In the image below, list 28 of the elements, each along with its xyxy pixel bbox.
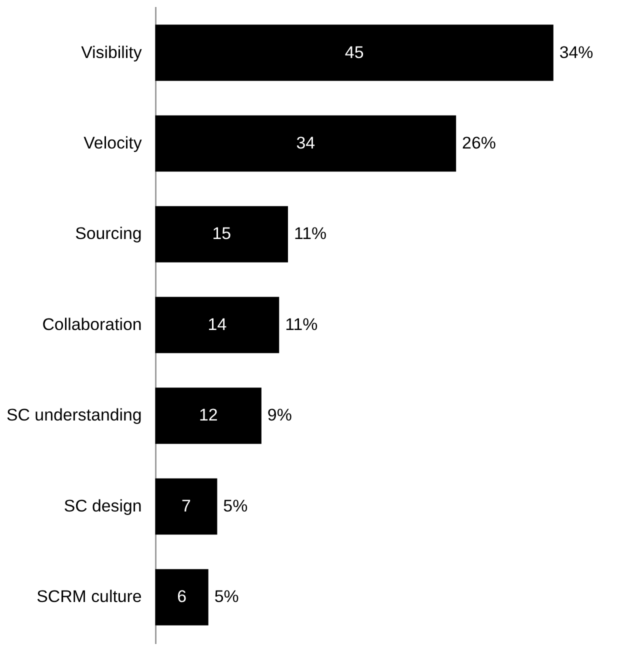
bar bbox=[155, 296, 280, 354]
y-tick-label: SC understanding bbox=[6, 406, 142, 425]
annotation: 11% bbox=[294, 224, 327, 244]
bar bbox=[155, 115, 456, 172]
annotation: 5% bbox=[214, 587, 239, 606]
y-tick-label: Sourcing bbox=[75, 224, 142, 244]
annotation: 5% bbox=[223, 496, 248, 516]
bar bbox=[155, 478, 218, 535]
bar bbox=[155, 388, 262, 444]
bar bbox=[155, 569, 208, 626]
data-label: 45 bbox=[344, 42, 364, 62]
data-label: 34 bbox=[296, 133, 316, 152]
y-tick-label: SC design bbox=[64, 496, 142, 516]
data-label: 6 bbox=[177, 587, 187, 606]
annotation: 9% bbox=[267, 406, 292, 425]
bar bbox=[155, 24, 554, 81]
annotation: 34% bbox=[559, 42, 594, 62]
y-tick-label: Velocity bbox=[84, 133, 142, 152]
y-tick-label: Visibility bbox=[81, 42, 142, 62]
annotation: 11% bbox=[285, 314, 318, 334]
data-label: 7 bbox=[182, 496, 191, 516]
y-tick-label: Collaboration bbox=[42, 314, 142, 334]
y-tick-label: SCRM culture bbox=[36, 587, 142, 606]
data-label: 12 bbox=[198, 406, 218, 425]
data-label: 15 bbox=[212, 224, 232, 244]
data-label: 14 bbox=[208, 314, 227, 334]
annotation: 26% bbox=[462, 133, 496, 152]
bar bbox=[155, 206, 288, 262]
